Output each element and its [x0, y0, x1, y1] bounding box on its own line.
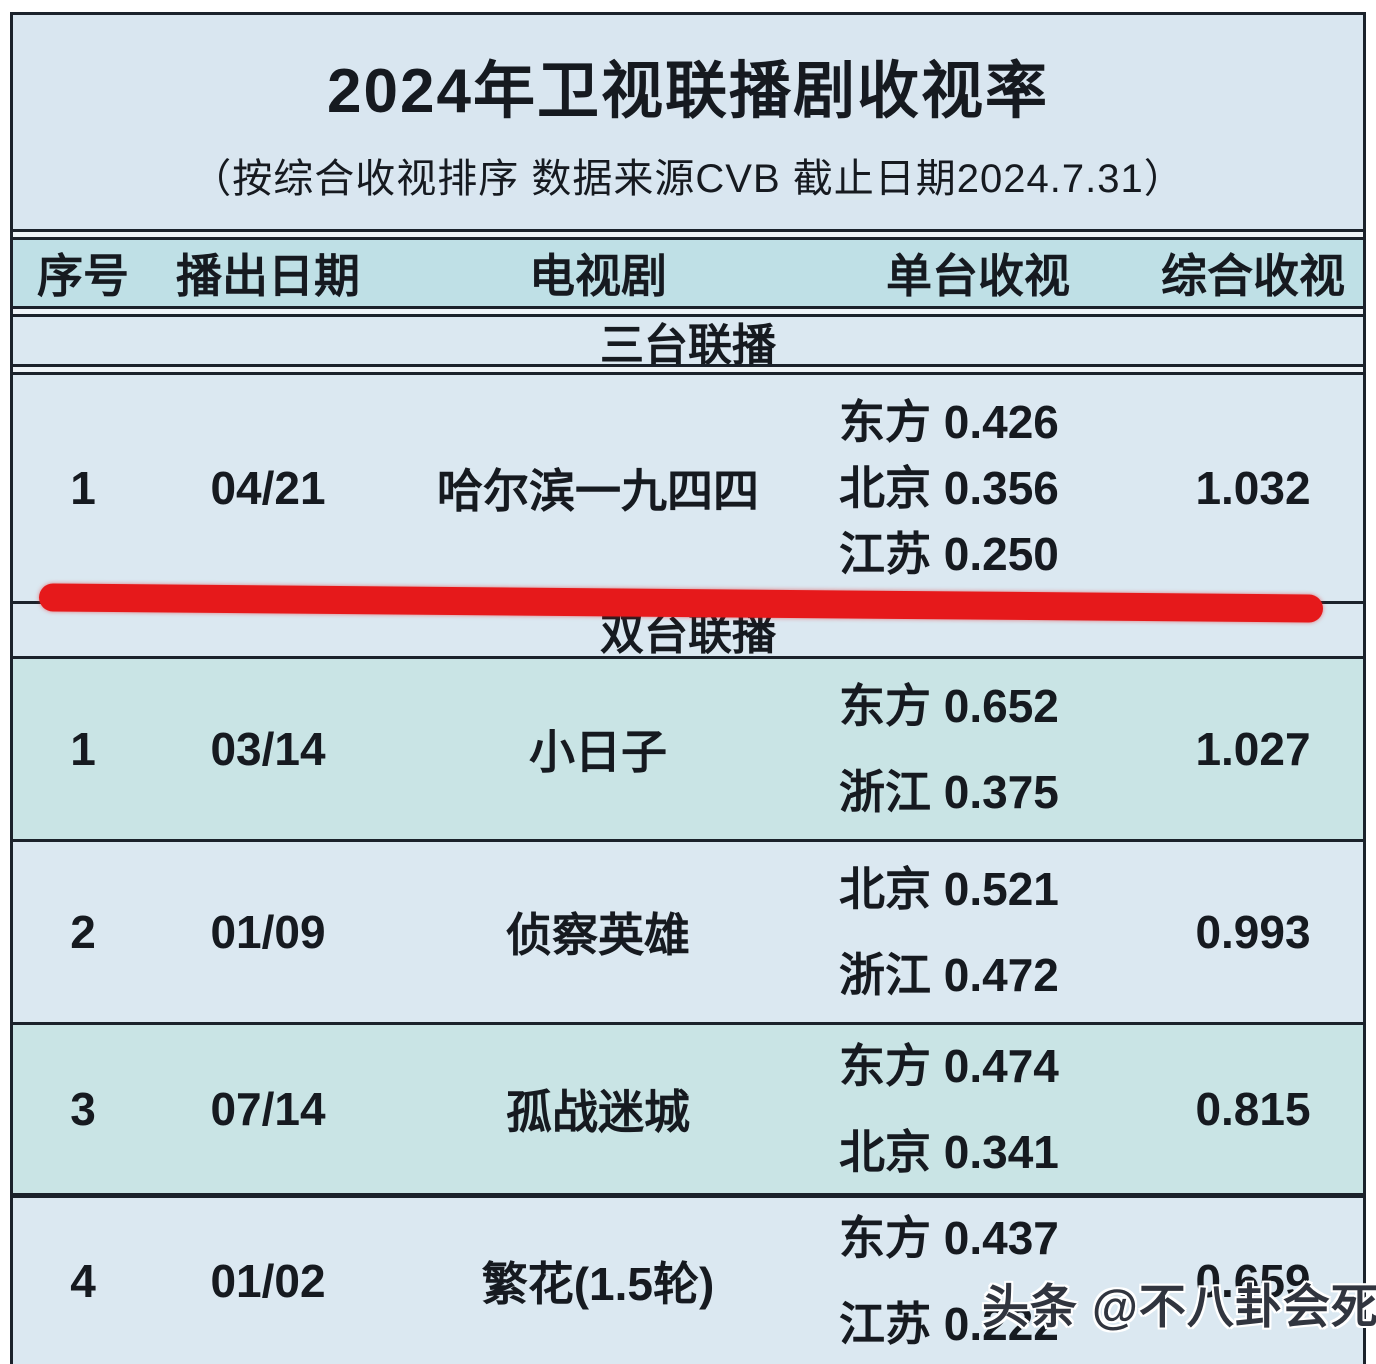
channel-rating: 东方 0.652	[839, 680, 1059, 732]
table-row: 4 01/02 繁花(1.5轮) 东方 0.437 江苏 0.222 0.659	[13, 1198, 1363, 1364]
cell-index: 2	[70, 906, 96, 958]
cell-drama: 小日子	[529, 726, 667, 778]
cell-drama: 哈尔滨一九四四	[437, 465, 759, 517]
table-row: 2 01/09 侦察英雄 北京 0.521 浙江 0.472 0.993	[13, 842, 1363, 1022]
divider	[13, 1022, 1363, 1025]
channel-rating: 浙江 0.375	[839, 766, 1059, 818]
cell-index: 4	[70, 1255, 96, 1307]
cell-combined-rating: 0.815	[1195, 1083, 1311, 1135]
cell-index: 1	[70, 462, 96, 514]
section-label: 三台联播	[600, 320, 776, 370]
cell-channel-ratings: 东方 0.474 北京 0.341	[813, 1040, 1143, 1178]
section-header-three-station: 三台联播	[13, 317, 1363, 370]
col-header-index: 序号	[37, 250, 129, 302]
cell-channel-ratings: 东方 0.437 江苏 0.222	[813, 1212, 1143, 1350]
col-header-combined-rating: 综合收视	[1161, 250, 1345, 302]
channel-rating: 东方 0.426	[839, 396, 1059, 448]
col-header-single-rating: 单台收视	[886, 250, 1070, 302]
ratings-table: 2024年卫视联播剧收视率 （按综合收视排序 数据来源CVB 截止日期2024.…	[10, 12, 1366, 1364]
cell-date: 07/14	[210, 1083, 326, 1135]
divider	[13, 306, 1363, 317]
divider	[13, 656, 1363, 659]
channel-rating: 浙江 0.472	[839, 949, 1059, 1001]
channel-rating: 东方 0.437	[839, 1212, 1059, 1264]
channel-rating: 江苏 0.250	[839, 528, 1059, 580]
table-row: 1 03/14 小日子 东方 0.652 浙江 0.375 1.027	[13, 659, 1363, 839]
channel-rating: 北京 0.356	[839, 462, 1059, 514]
title-block: 2024年卫视联播剧收视率 （按综合收视排序 数据来源CVB 截止日期2024.…	[13, 15, 1363, 229]
channel-rating: 北京 0.341	[839, 1126, 1059, 1178]
cell-index: 3	[70, 1083, 96, 1135]
table-header-row: 序号 播出日期 电视剧 单台收视 综合收视	[13, 240, 1363, 306]
divider	[13, 839, 1363, 842]
divider	[13, 364, 1363, 375]
table-row: 1 04/21 哈尔滨一九四四 东方 0.426 北京 0.356 江苏 0.2…	[13, 375, 1363, 623]
col-header-drama: 电视剧	[529, 250, 667, 302]
page-title: 2024年卫视联播剧收视率	[327, 57, 1049, 126]
cell-date: 01/09	[210, 906, 326, 958]
cell-channel-ratings: 北京 0.521 浙江 0.472	[813, 863, 1143, 1001]
cell-channel-ratings: 东方 0.652 浙江 0.375	[813, 680, 1143, 818]
divider	[13, 229, 1363, 240]
cell-date: 04/21	[210, 462, 326, 514]
cell-combined-rating: 0.993	[1195, 906, 1311, 958]
channel-rating: 北京 0.521	[839, 863, 1059, 915]
cell-date: 03/14	[210, 723, 326, 775]
cell-combined-rating: 0.659	[1195, 1255, 1311, 1307]
channel-rating: 江苏 0.222	[839, 1298, 1059, 1350]
cell-drama: 孤战迷城	[506, 1086, 690, 1138]
page-subtitle: （按综合收视排序 数据来源CVB 截止日期2024.7.31）	[191, 157, 1185, 201]
cell-drama: 繁花(1.5轮)	[481, 1258, 715, 1310]
cell-combined-rating: 1.027	[1195, 723, 1311, 775]
cell-combined-rating: 1.032	[1195, 462, 1311, 514]
watermark: 头条 @不八卦会死星人	[982, 1280, 1376, 1333]
col-header-date: 播出日期	[176, 250, 360, 302]
channel-rating: 东方 0.474	[839, 1040, 1059, 1092]
cell-channel-ratings: 东方 0.426 北京 0.356 江苏 0.250	[813, 396, 1143, 580]
cell-date: 01/02	[210, 1255, 326, 1307]
divider	[13, 1193, 1363, 1198]
cell-index: 1	[70, 723, 96, 775]
section-label: 双台联播	[600, 610, 776, 659]
table-row: 3 07/14 孤战迷城 东方 0.474 北京 0.341 0.815	[13, 1025, 1363, 1193]
cell-drama: 侦察英雄	[506, 909, 690, 961]
